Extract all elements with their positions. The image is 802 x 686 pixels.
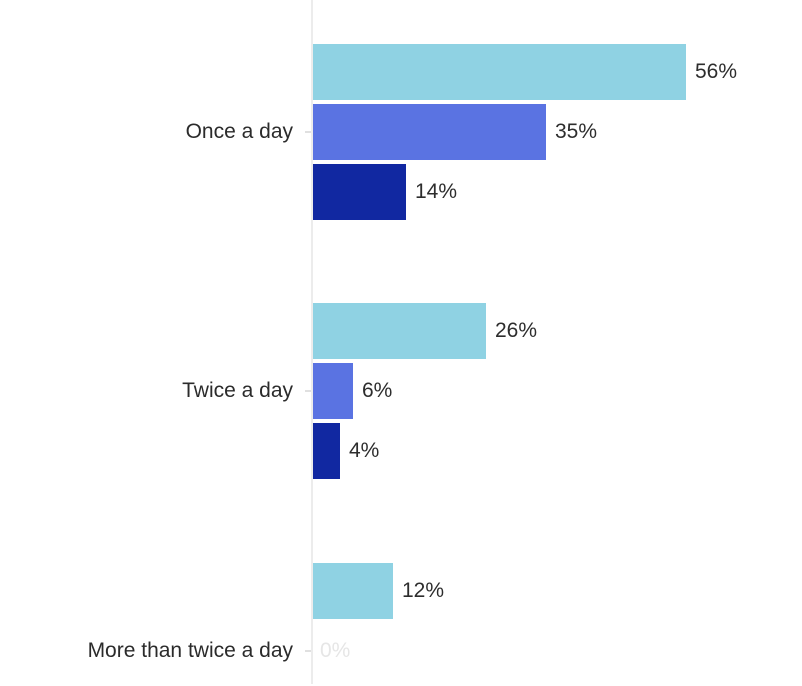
value-label: 56% [695,60,738,83]
category-label: Once a day [185,120,293,143]
value-label: 14% [415,180,458,203]
category-tick [305,131,311,133]
medium-blue-series-bar [313,363,353,419]
light-blue-series-bar [313,44,686,100]
y-axis-line [311,0,313,684]
light-blue-series-bar [313,563,393,619]
dark-blue-series-bar [313,164,406,220]
light-blue-series-bar [313,303,486,359]
value-label: 26% [495,319,538,342]
category-label: More than twice a day [87,639,293,662]
value-label: 0% [320,639,351,662]
value-label: 12% [402,579,445,602]
category-tick [305,390,311,392]
value-label: 35% [555,120,598,143]
medium-blue-series-bar [313,104,546,160]
dark-blue-series-bar [313,423,340,479]
category-label: Twice a day [182,379,293,402]
value-label: 4% [349,439,380,462]
category-tick [305,650,311,652]
value-label: 6% [362,379,393,402]
